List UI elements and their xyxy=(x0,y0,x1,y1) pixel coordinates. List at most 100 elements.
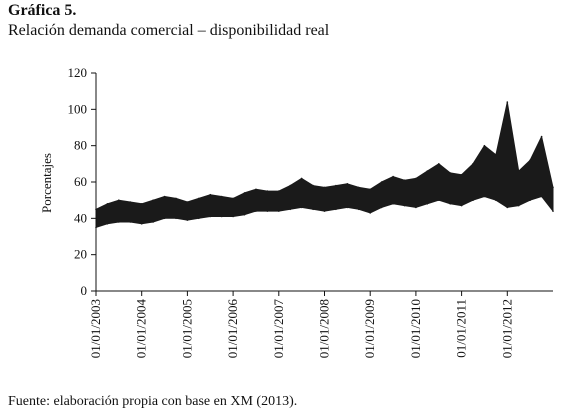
x-ticks: 01/01/2003 01/01/2004 01/01/2005 01/01/2006… xyxy=(88,291,514,358)
data-point-upper xyxy=(175,197,177,200)
data-point-upper xyxy=(220,195,223,198)
x-tick-label: 01/01/2006 xyxy=(225,299,240,359)
data-point-lower xyxy=(392,203,394,205)
data-point-upper xyxy=(346,183,349,185)
data-point-upper xyxy=(198,197,200,200)
y-axis-title: Porcentajes xyxy=(39,153,54,213)
y-tick-label: 20 xyxy=(74,247,87,262)
data-point-lower xyxy=(209,215,212,218)
y-tick-label: 100 xyxy=(68,101,88,116)
data-point-lower xyxy=(529,199,531,201)
data-point-upper xyxy=(426,170,429,172)
data-point-lower xyxy=(152,221,154,223)
data-point-upper xyxy=(415,177,417,180)
data-point-lower xyxy=(243,213,246,216)
data-point-lower xyxy=(106,223,109,225)
series-band xyxy=(95,101,554,228)
x-tick-label: 01/01/2004 xyxy=(134,299,149,359)
data-point-upper xyxy=(278,190,280,192)
data-point-lower xyxy=(118,221,120,223)
data-point-lower xyxy=(278,210,280,212)
data-point-upper xyxy=(540,135,543,138)
data-point-upper xyxy=(335,184,337,187)
data-point-upper xyxy=(506,101,509,103)
data-point-upper xyxy=(460,173,463,176)
y-ticks: 0 20 40 60 80 100 120 xyxy=(68,65,96,298)
data-point-lower xyxy=(323,210,326,212)
data-point-lower xyxy=(220,215,223,218)
data-point-lower xyxy=(438,199,440,201)
data-point-upper xyxy=(552,186,554,189)
data-point-lower xyxy=(358,208,360,211)
data-point-upper xyxy=(255,188,257,191)
data-point-lower xyxy=(163,217,166,220)
x-tick-label: 01/01/2008 xyxy=(317,299,332,358)
y-tick-label: 40 xyxy=(74,210,87,225)
data-point-upper xyxy=(529,159,531,161)
data-point-upper xyxy=(380,181,383,183)
data-point-lower xyxy=(380,206,383,209)
data-point-upper xyxy=(186,201,189,203)
data-point-upper xyxy=(369,188,372,191)
data-point-lower xyxy=(483,195,486,198)
data-point-upper xyxy=(163,195,166,198)
data-point-lower xyxy=(335,208,337,211)
data-point-upper xyxy=(483,144,486,147)
data-point-upper xyxy=(300,177,303,180)
data-point-lower xyxy=(449,203,452,205)
data-point-upper xyxy=(392,175,394,178)
data-point-lower xyxy=(300,206,303,209)
x-tick-label: 01/01/2010 xyxy=(408,299,423,358)
data-point-upper xyxy=(266,190,269,192)
data-point-upper xyxy=(495,154,497,156)
data-point-lower xyxy=(506,206,509,209)
data-point-lower xyxy=(346,206,349,209)
data-point-lower xyxy=(426,203,429,205)
x-tick-label: 01/01/2005 xyxy=(179,299,194,358)
y-tick-label: 120 xyxy=(68,65,88,80)
data-point-lower xyxy=(552,210,554,212)
data-point-upper xyxy=(323,186,326,189)
data-point-upper xyxy=(243,192,246,194)
data-point-upper xyxy=(312,184,314,187)
data-point-lower xyxy=(255,210,257,212)
data-point-lower xyxy=(415,206,417,209)
y-tick-label: 60 xyxy=(74,174,87,189)
data-point-lower xyxy=(198,217,200,220)
figure-label: Gráfica 5. xyxy=(8,2,77,19)
data-point-lower xyxy=(140,223,143,225)
data-point-upper xyxy=(106,203,109,205)
y-tick-label: 0 xyxy=(81,283,88,298)
data-point-lower xyxy=(175,217,177,220)
data-point-upper xyxy=(152,199,154,201)
y-tick-label: 80 xyxy=(74,138,87,153)
data-point-lower xyxy=(403,204,406,207)
data-point-upper xyxy=(289,184,292,187)
x-tick-label: 01/01/2011 xyxy=(454,299,469,358)
data-point-upper xyxy=(358,186,360,189)
data-point-upper xyxy=(209,193,212,196)
x-tick-label: 01/01/2007 xyxy=(271,299,286,359)
data-point-upper xyxy=(232,197,234,200)
data-point-lower xyxy=(186,219,189,221)
data-point-lower xyxy=(472,199,474,201)
data-point-lower xyxy=(517,204,520,207)
data-point-lower xyxy=(312,208,314,211)
data-point-lower xyxy=(129,221,132,223)
data-point-upper xyxy=(403,179,406,181)
data-point-upper xyxy=(129,201,132,203)
data-point-lower xyxy=(460,204,463,207)
data-point-upper xyxy=(140,203,143,205)
data-point-upper xyxy=(517,170,520,172)
plot-area xyxy=(95,101,554,229)
data-point-upper xyxy=(118,199,120,201)
data-point-lower xyxy=(232,215,234,218)
data-point-lower xyxy=(495,199,497,201)
data-point-lower xyxy=(369,212,372,214)
figure-title: Relación demanda comercial – disponibili… xyxy=(8,22,330,39)
data-point-lower xyxy=(540,195,543,198)
data-point-upper xyxy=(449,172,452,174)
figure-source: Fuente: elaboración propia con base en X… xyxy=(8,394,298,409)
data-point-upper xyxy=(438,163,440,165)
x-tick-label: 01/01/2012 xyxy=(499,299,514,358)
